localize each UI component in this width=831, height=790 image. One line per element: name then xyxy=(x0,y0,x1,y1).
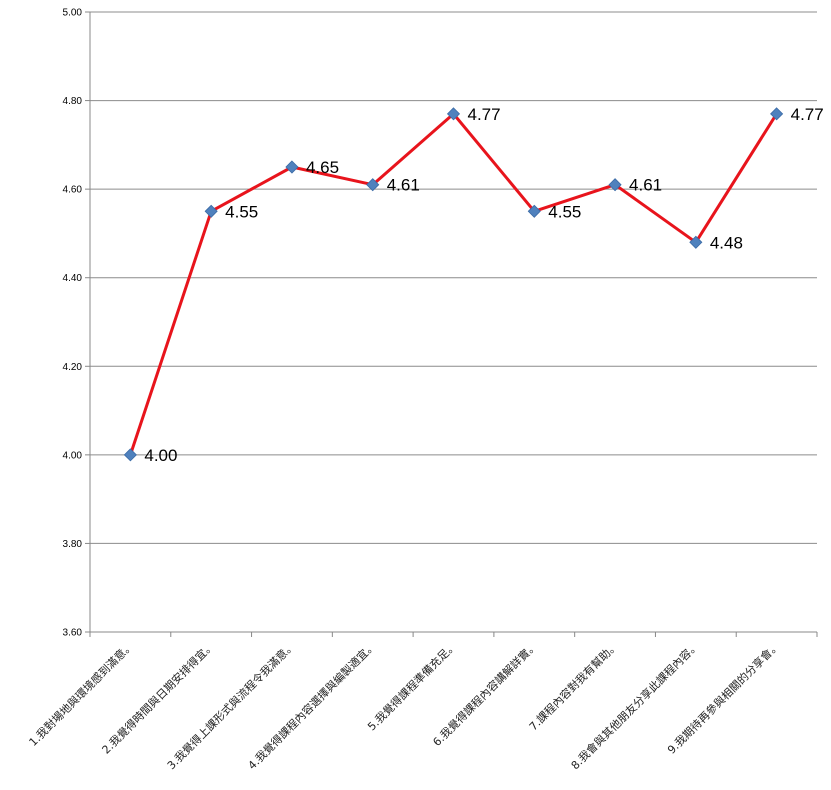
y-tick-label: 4.20 xyxy=(63,362,83,373)
series-line xyxy=(128,112,778,456)
data-label: 4.00 xyxy=(144,446,177,465)
x-category-label: 5.我覺得課程準備充足。 xyxy=(365,638,460,733)
series-markers xyxy=(123,107,784,462)
data-point-marker xyxy=(608,178,622,192)
data-point-marker xyxy=(204,204,218,218)
y-tick-label: 5.00 xyxy=(63,8,83,19)
data-point-marker xyxy=(689,235,703,249)
data-point-marker xyxy=(770,107,784,121)
x-axis-category-labels: 1.我對場地與環境感到滿意。2.我覺得時間與日期安排得宜。3.我覺得上課形式與流… xyxy=(26,638,783,772)
x-category-label: 8.我會與其他朋友分享此課程內容。 xyxy=(568,638,702,772)
data-label: 4.55 xyxy=(225,202,258,221)
data-label: 4.61 xyxy=(387,176,420,195)
data-label: 4.55 xyxy=(548,202,581,221)
x-category-label: 3.我覺得上課形式與流程令我滿意。 xyxy=(164,638,298,772)
y-tick-label: 4.60 xyxy=(63,185,83,196)
data-point-marker xyxy=(446,107,461,121)
x-axis-ticks xyxy=(89,632,818,637)
y-axis-tick-labels: 5.00 4.80 4.60 4.40 4.20 4.00 3.80 3.60 xyxy=(63,8,90,639)
data-point-marker xyxy=(285,160,299,174)
x-category-label: 7.課程內容對我有幫助。 xyxy=(526,638,621,733)
data-label: 4.65 xyxy=(306,158,339,177)
y-tick-label: 4.80 xyxy=(63,96,83,107)
data-label: 4.77 xyxy=(468,105,501,124)
data-labels: 4.00 4.55 4.65 4.61 4.77 4.55 4.61 4.48 4.77 xyxy=(144,105,823,465)
data-label: 4.61 xyxy=(629,176,662,195)
data-point-marker xyxy=(366,178,380,192)
y-tick-label: 4.00 xyxy=(63,450,83,461)
data-point-marker xyxy=(527,204,541,218)
y-tick-label: 3.60 xyxy=(63,628,83,639)
gridlines xyxy=(90,11,817,633)
y-tick-label: 4.40 xyxy=(63,273,83,284)
y-tick-label: 3.80 xyxy=(63,539,83,550)
data-point-marker xyxy=(123,448,137,462)
data-label: 4.77 xyxy=(791,105,824,124)
x-category-label: 4.我覺得課程內容選擇與編製適宜。 xyxy=(245,638,379,772)
data-label: 4.48 xyxy=(710,233,743,252)
